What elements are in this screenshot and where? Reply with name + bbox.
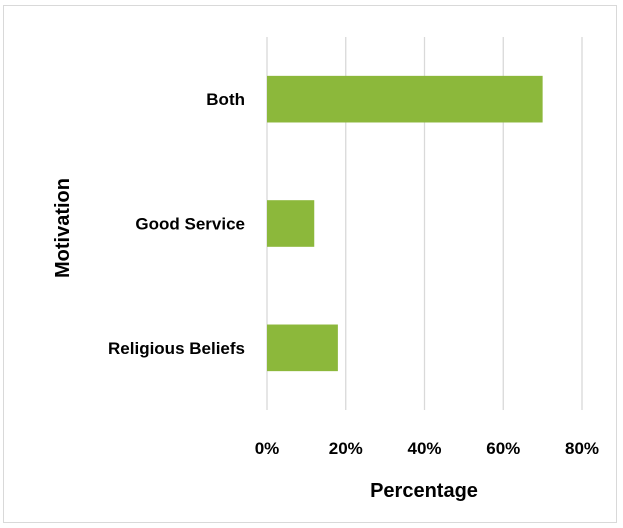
category-label: Both: [206, 90, 245, 109]
x-axis-title: Percentage: [370, 480, 478, 502]
category-labels: Religious Beliefs Good Service Both: [108, 90, 245, 358]
bars: [267, 75, 543, 372]
category-label: Good Service: [135, 215, 245, 234]
x-tick-label: 80%: [565, 439, 599, 458]
x-tick-label: 0%: [255, 439, 280, 458]
bar-both: [267, 75, 543, 123]
bar-good-service: [267, 200, 315, 247]
x-tick-label: 20%: [329, 439, 363, 458]
x-tick-label: 40%: [407, 439, 441, 458]
x-tick-label: 60%: [486, 439, 520, 458]
bar-religious-beliefs: [267, 324, 338, 372]
x-tick-labels: 0% 20% 40% 60% 80%: [255, 439, 599, 458]
y-axis-title: Motivation: [52, 178, 74, 278]
category-label: Religious Beliefs: [108, 339, 245, 358]
